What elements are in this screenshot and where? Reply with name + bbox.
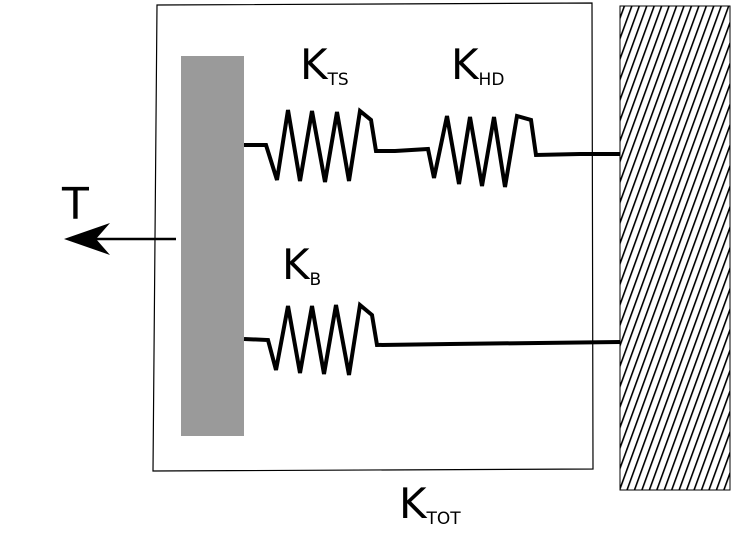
label-k-b-main: K (282, 240, 310, 289)
spring-k-b (243, 301, 621, 376)
spring-k-ts (244, 107, 620, 188)
label-k-b-sub: B (309, 270, 322, 290)
moving-plate (181, 56, 244, 436)
label-k-hd: KHD (451, 44, 504, 89)
system-boundary-box (152, 2, 594, 472)
label-k-hd-main: K (451, 40, 479, 89)
label-k-hd-sub: HD (478, 70, 505, 90)
label-force-t: T (62, 179, 89, 230)
fixed-wall (619, 5, 731, 491)
label-k-tot-main: K (399, 479, 427, 528)
label-k-tot-sub: TOT (426, 509, 461, 529)
label-k-ts-main: K (300, 40, 328, 89)
force-arrow-head-icon (64, 223, 110, 255)
label-k-ts: KTS (300, 44, 349, 89)
label-k-ts-sub: TS (327, 70, 349, 90)
label-k-tot: KTOT (399, 483, 461, 528)
label-k-b: KB (282, 244, 321, 289)
